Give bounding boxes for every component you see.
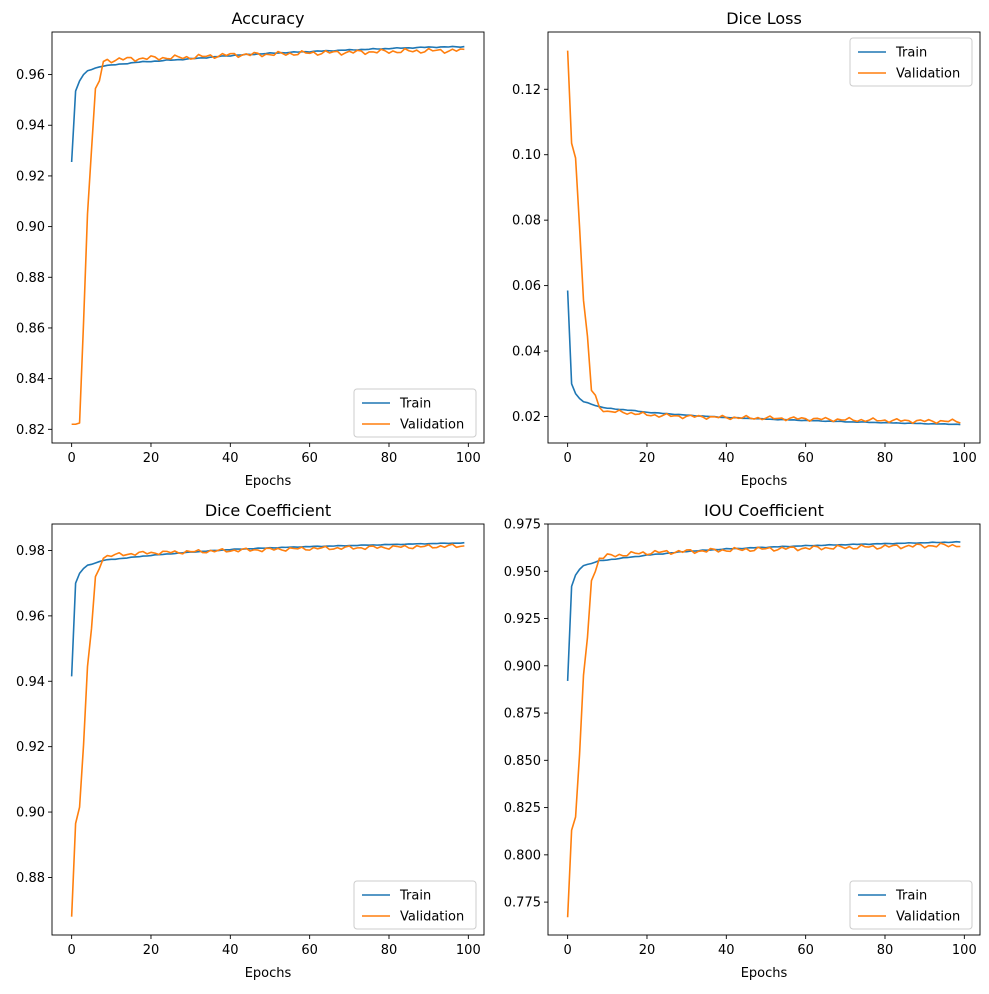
- dice-loss-legend-label-validation: Validation: [896, 67, 960, 82]
- dice-loss-series-train: [566, 290, 961, 426]
- dice-coefficient-legend-label-validation: Validation: [400, 910, 464, 925]
- accuracy-xlabel: Epochs: [245, 474, 292, 489]
- iou-coefficient-legend-label-validation: Validation: [896, 910, 960, 925]
- subplot-iou-coefficient: IOU Coefficient 0 20 40 60 80 100 0.775 0.800 0.8…: [504, 501, 981, 981]
- dice-loss-legend: Train Validation: [849, 37, 973, 87]
- accuracy-xtick-label: 60: [301, 451, 318, 466]
- dice-coefficient-ytick-label: 0.98: [16, 544, 45, 559]
- dice-loss-ytick-label: 0.06: [512, 279, 541, 294]
- dice-coefficient-xtick-label: 20: [143, 943, 160, 958]
- accuracy-legend-label-validation: Validation: [400, 418, 464, 433]
- accuracy-ytick-label: 0.92: [16, 169, 45, 184]
- dice-loss-ytick-label: 0.08: [512, 214, 541, 229]
- dice-loss-xlabel: Epochs: [741, 474, 788, 489]
- dice-coefficient-xtick-label: 40: [222, 943, 239, 958]
- dice-coefficient-legend: Train Validation: [353, 880, 477, 930]
- iou-coefficient-ytick-label: 0.800: [504, 848, 541, 863]
- dice-coefficient-legend-box: [353, 880, 477, 930]
- dice-coefficient-xtick-label: 100: [456, 943, 481, 958]
- dice-loss-axes-frame: [547, 31, 981, 444]
- accuracy-title: Accuracy: [231, 9, 304, 28]
- dice-coefficient-series-validation: [70, 543, 465, 917]
- dice-loss-ytick-label: 0.10: [512, 148, 541, 163]
- dice-coefficient-xtick-label: 80: [381, 943, 398, 958]
- dice-coefficient-ytick-label: 0.92: [16, 740, 45, 755]
- iou-coefficient-ytick-label: 0.850: [504, 754, 541, 769]
- iou-coefficient-legend: Train Validation: [849, 880, 973, 930]
- accuracy-xtick-label: 100: [456, 451, 481, 466]
- iou-coefficient-xtick-label: 40: [718, 943, 735, 958]
- iou-coefficient-xlabel: Epochs: [741, 966, 788, 981]
- dice-coefficient-legend-label-train: Train: [399, 889, 431, 904]
- dice-coefficient-ytick-label: 0.90: [16, 806, 45, 821]
- accuracy-ytick-label: 0.86: [16, 321, 45, 336]
- dice-loss-xtick-label: 20: [639, 451, 656, 466]
- dice-loss-xtick-label: 100: [952, 451, 977, 466]
- accuracy-xtick-label: 80: [381, 451, 398, 466]
- accuracy-xtick-label: 40: [222, 451, 239, 466]
- accuracy-series-train: [70, 45, 465, 163]
- iou-coefficient-legend-label-train: Train: [895, 889, 927, 904]
- iou-coefficient-ytick-label: 0.825: [504, 801, 541, 816]
- iou-coefficient-ytick-label: 0.775: [504, 896, 541, 911]
- iou-coefficient-series-validation: [566, 542, 961, 918]
- dice-coefficient-title: Dice Coefficient: [205, 501, 331, 520]
- dice-loss-legend-box: [849, 37, 973, 87]
- subplot-dice-loss: Dice Loss 0 20 40 60 80 100 0.02 0.04 0.06 0.08 0.1…: [512, 9, 981, 489]
- dice-coefficient-ytick-label: 0.88: [16, 871, 45, 886]
- dice-loss-series-validation: [566, 50, 961, 425]
- iou-coefficient-ytick-label: 0.900: [504, 659, 541, 674]
- dice-loss-ytick-label: 0.04: [512, 345, 541, 360]
- iou-coefficient-axes-frame: [547, 523, 981, 936]
- accuracy-ytick-label: 0.90: [16, 220, 45, 235]
- accuracy-ytick-label: 0.82: [16, 423, 45, 438]
- iou-coefficient-title: IOU Coefficient: [704, 501, 824, 520]
- dice-coefficient-series-train: [70, 541, 465, 677]
- iou-coefficient-ytick-label: 0.925: [504, 612, 541, 627]
- dice-loss-title: Dice Loss: [726, 9, 802, 28]
- accuracy-ytick-label: 0.84: [16, 372, 45, 387]
- dice-loss-legend-label-train: Train: [895, 46, 927, 61]
- accuracy-legend: Train Validation: [353, 388, 477, 438]
- dice-coefficient-xlabel: Epochs: [245, 966, 292, 981]
- iou-coefficient-ytick-label: 0.950: [504, 565, 541, 580]
- dice-coefficient-xtick-label: 60: [301, 943, 318, 958]
- accuracy-axes-frame: [51, 31, 485, 444]
- dice-loss-xtick-label: 40: [718, 451, 735, 466]
- accuracy-legend-box: [353, 388, 477, 438]
- subplot-dice-coefficient: Dice Coefficient 0 20 40 60 80 100 0.88 0.90 0.92…: [16, 501, 485, 981]
- dice-loss-xtick-label: 80: [877, 451, 894, 466]
- dice-loss-ytick-label: 0.02: [512, 410, 541, 425]
- iou-coefficient-xtick-label: 60: [797, 943, 814, 958]
- accuracy-ytick-label: 0.94: [16, 119, 45, 134]
- iou-coefficient-ytick-label: 0.975: [504, 518, 541, 533]
- iou-coefficient-xtick-label: 0: [563, 943, 571, 958]
- dice-loss-xtick-label: 0: [563, 451, 571, 466]
- iou-coefficient-xtick-label: 20: [639, 943, 656, 958]
- dice-coefficient-axes-frame: [51, 523, 485, 936]
- subplot-accuracy: Accuracy 0 20 40 60 80 100 0.82 0.84 0.86 0.88 0.90…: [16, 9, 485, 489]
- accuracy-xtick-label: 20: [143, 451, 160, 466]
- iou-coefficient-xtick-label: 100: [952, 943, 977, 958]
- iou-coefficient-legend-box: [849, 880, 973, 930]
- dice-coefficient-ytick-label: 0.96: [16, 609, 45, 624]
- accuracy-xtick-label: 0: [67, 451, 75, 466]
- accuracy-series-validation: [71, 47, 465, 426]
- iou-coefficient-series-train: [566, 540, 961, 681]
- dice-coefficient-xtick-label: 0: [67, 943, 75, 958]
- accuracy-ytick-label: 0.88: [16, 271, 45, 286]
- iou-coefficient-xtick-label: 80: [877, 943, 894, 958]
- dice-loss-ytick-label: 0.12: [512, 83, 541, 98]
- dice-coefficient-ytick-label: 0.94: [16, 675, 45, 690]
- dice-loss-xtick-label: 60: [797, 451, 814, 466]
- accuracy-legend-label-train: Train: [399, 397, 431, 412]
- iou-coefficient-ytick-label: 0.875: [504, 707, 541, 722]
- accuracy-ytick-label: 0.96: [16, 68, 45, 83]
